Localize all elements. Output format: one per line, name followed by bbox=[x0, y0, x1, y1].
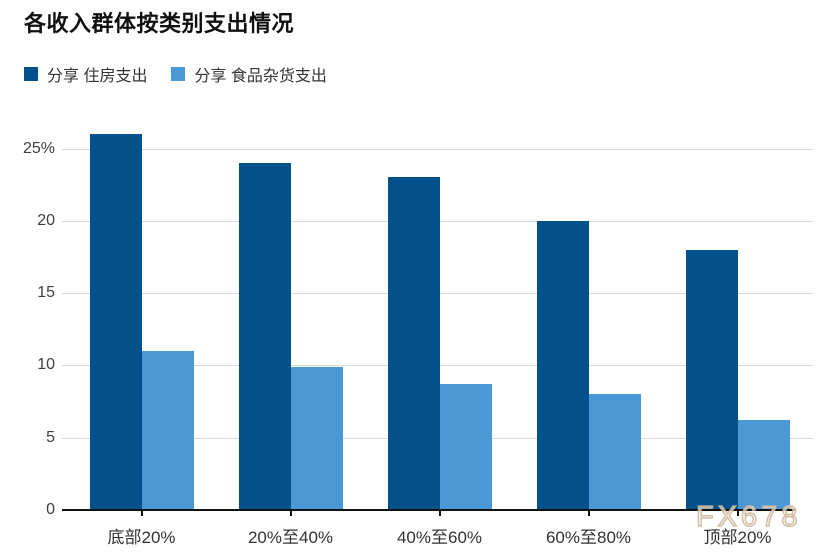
gridline bbox=[62, 148, 813, 150]
y-axis-tick-label: 5 bbox=[46, 428, 55, 446]
legend-item-housing[interactable]: 分享 住房支出 bbox=[24, 62, 147, 86]
legend-item-groceries[interactable]: 分享 食品杂货支出 bbox=[171, 62, 327, 86]
bar-housing[interactable] bbox=[536, 220, 589, 510]
chart-title: 各收入群体按类别支出情况 bbox=[24, 11, 295, 36]
legend-label: 分享 住房支出 bbox=[47, 68, 148, 85]
bar-housing[interactable] bbox=[89, 134, 142, 510]
x-axis-label: 底部20% bbox=[107, 528, 176, 547]
x-axis-tick bbox=[587, 510, 590, 516]
y-axis-tick-label: 10 bbox=[37, 356, 55, 374]
y-axis-tick-label: 20 bbox=[37, 211, 55, 229]
y-axis-tick-label: 15 bbox=[37, 284, 55, 302]
bar-groceries[interactable] bbox=[141, 350, 194, 510]
watermark: FX678 bbox=[695, 500, 802, 534]
y-axis-tick-label: 25% bbox=[22, 139, 55, 157]
x-axis-tick bbox=[289, 510, 292, 516]
x-axis-label: 40%至60% bbox=[396, 528, 483, 547]
bar-groceries[interactable] bbox=[737, 420, 790, 510]
y-axis-tick-label: 0 bbox=[46, 501, 55, 518]
bar-groceries[interactable] bbox=[588, 394, 641, 510]
legend-swatch-groceries bbox=[171, 67, 186, 81]
x-axis-line bbox=[62, 509, 795, 511]
x-axis-tick bbox=[438, 510, 441, 516]
x-axis-tick bbox=[140, 510, 143, 516]
x-axis-label: 20%至40% bbox=[247, 528, 334, 547]
legend: 分享 住房支出 分享 食品杂货支出 bbox=[24, 62, 351, 86]
bar-groceries[interactable] bbox=[439, 384, 492, 510]
x-axis-label: 顶部20% bbox=[703, 528, 772, 547]
legend-label: 分享 食品杂货支出 bbox=[194, 68, 327, 85]
bar-groceries[interactable] bbox=[290, 366, 343, 510]
legend-swatch-housing bbox=[24, 67, 38, 81]
bar-housing[interactable] bbox=[685, 249, 738, 510]
bar-housing[interactable] bbox=[238, 162, 291, 510]
x-axis-label: 60%至80% bbox=[545, 528, 632, 547]
bar-housing[interactable] bbox=[387, 177, 440, 510]
x-axis-tick bbox=[736, 510, 739, 516]
